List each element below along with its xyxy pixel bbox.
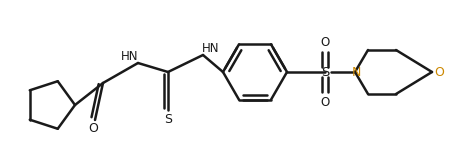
Text: HN: HN xyxy=(121,49,139,63)
Text: HN: HN xyxy=(202,41,220,55)
Text: S: S xyxy=(321,65,329,79)
Text: O: O xyxy=(320,36,329,48)
Text: O: O xyxy=(320,96,329,108)
Text: O: O xyxy=(88,123,98,136)
Text: S: S xyxy=(164,112,172,125)
Text: N: N xyxy=(351,65,361,79)
Text: O: O xyxy=(434,65,444,79)
